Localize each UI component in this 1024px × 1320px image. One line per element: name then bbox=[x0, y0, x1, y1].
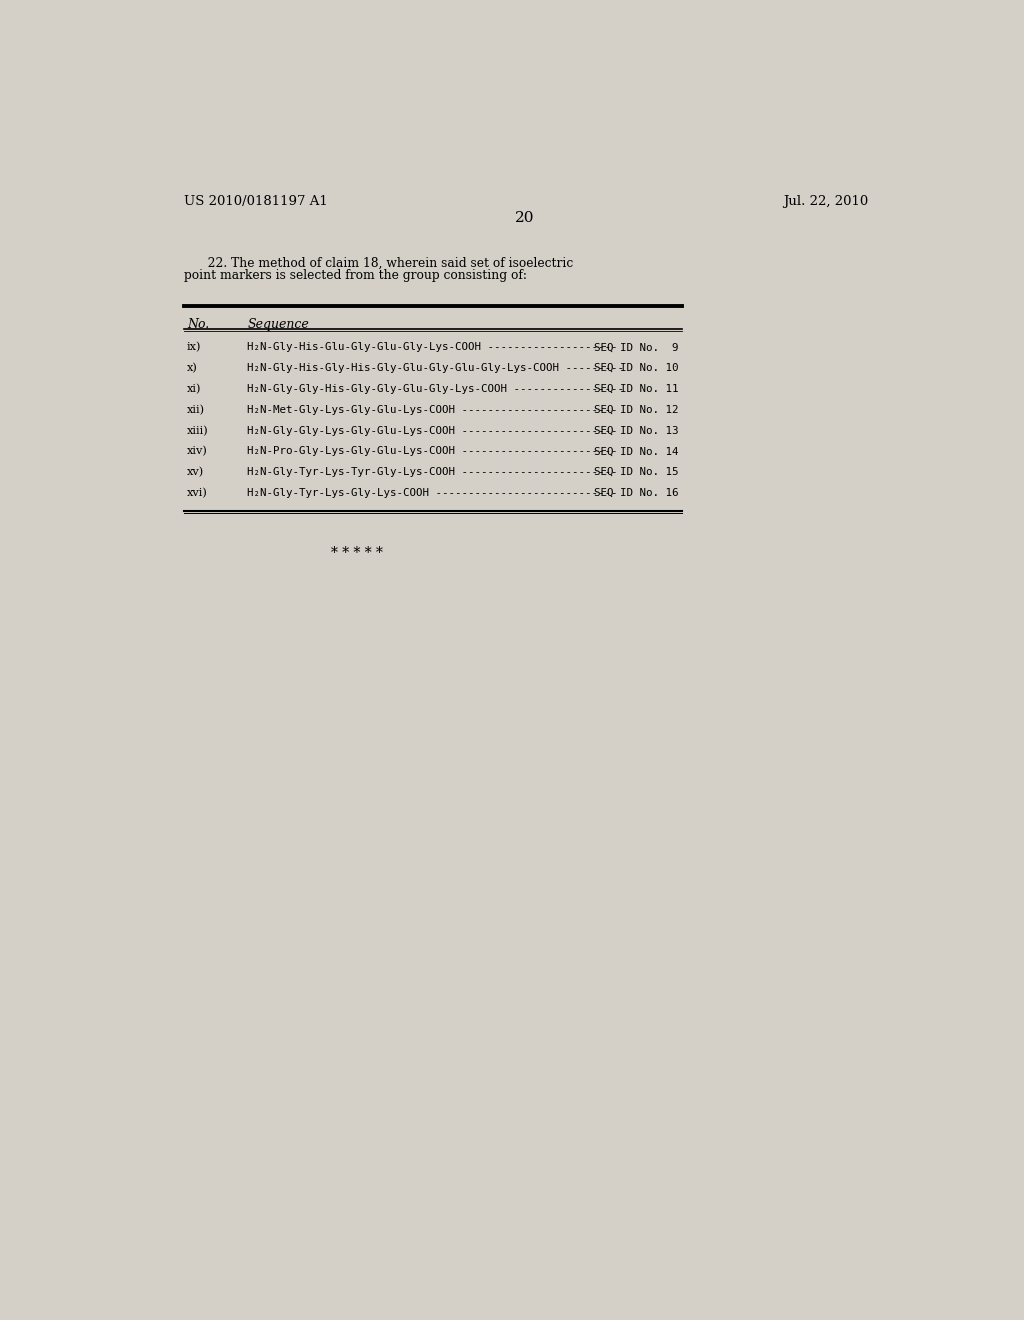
Text: H₂N-Pro-Gly-Lys-Gly-Glu-Lys-COOH ------------------------: H₂N-Pro-Gly-Lys-Gly-Glu-Lys-COOH -------… bbox=[248, 446, 625, 457]
Text: SEQ ID No. 10: SEQ ID No. 10 bbox=[594, 363, 678, 374]
Text: * * * * *: * * * * * bbox=[331, 545, 383, 560]
Text: H₂N-Gly-His-Glu-Gly-Glu-Gly-Lys-COOH --------------------: H₂N-Gly-His-Glu-Gly-Glu-Gly-Lys-COOH ---… bbox=[248, 342, 625, 352]
Text: xv): xv) bbox=[187, 467, 204, 478]
Text: SEQ ID No.  9: SEQ ID No. 9 bbox=[594, 342, 678, 352]
Text: H₂N-Met-Gly-Lys-Gly-Glu-Lys-COOH ------------------------: H₂N-Met-Gly-Lys-Gly-Glu-Lys-COOH -------… bbox=[248, 405, 625, 414]
Text: H₂N-Gly-Gly-His-Gly-Gly-Glu-Gly-Lys-COOH -----------------: H₂N-Gly-Gly-His-Gly-Gly-Glu-Gly-Lys-COOH… bbox=[248, 384, 631, 393]
Text: xiv): xiv) bbox=[187, 446, 208, 457]
Text: 20: 20 bbox=[515, 211, 535, 224]
Text: ix): ix) bbox=[187, 342, 202, 352]
Text: SEQ ID No. 15: SEQ ID No. 15 bbox=[594, 467, 678, 477]
Text: H₂N-Gly-Gly-Lys-Gly-Glu-Lys-COOH ------------------------: H₂N-Gly-Gly-Lys-Gly-Glu-Lys-COOH -------… bbox=[248, 425, 625, 436]
Text: x): x) bbox=[187, 363, 198, 374]
Text: No.: No. bbox=[187, 318, 209, 331]
Text: xiii): xiii) bbox=[187, 425, 209, 436]
Text: SEQ ID No. 14: SEQ ID No. 14 bbox=[594, 446, 678, 457]
Text: ​22​. The method of claim ​18​, wherein said set of isoelectric: ​22​. The method of claim ​18​, wherein … bbox=[197, 257, 573, 271]
Text: SEQ ID No. 16: SEQ ID No. 16 bbox=[594, 488, 678, 498]
Text: SEQ ID No. 11: SEQ ID No. 11 bbox=[594, 384, 678, 393]
Text: point markers is selected from the group consisting of:: point markers is selected from the group… bbox=[183, 268, 526, 281]
Text: Sequence: Sequence bbox=[248, 318, 309, 331]
Text: xvi): xvi) bbox=[187, 488, 208, 498]
Text: xi): xi) bbox=[187, 384, 202, 395]
Text: SEQ ID No. 13: SEQ ID No. 13 bbox=[594, 425, 678, 436]
Text: H₂N-Gly-Tyr-Lys-Gly-Lys-COOH ----------------------------: H₂N-Gly-Tyr-Lys-Gly-Lys-COOH -----------… bbox=[248, 488, 625, 498]
Text: H₂N-Gly-Tyr-Lys-Tyr-Gly-Lys-COOH ------------------------: H₂N-Gly-Tyr-Lys-Tyr-Gly-Lys-COOH -------… bbox=[248, 467, 625, 477]
Text: xii): xii) bbox=[187, 405, 205, 414]
Text: Jul. 22, 2010: Jul. 22, 2010 bbox=[783, 195, 868, 209]
Text: H₂N-Gly-His-Gly-His-Gly-Glu-Gly-Glu-Gly-Lys-COOH ---------: H₂N-Gly-His-Gly-His-Gly-Glu-Gly-Glu-Gly-… bbox=[248, 363, 631, 374]
Text: SEQ ID No. 12: SEQ ID No. 12 bbox=[594, 405, 678, 414]
Text: US 2010/0181197 A1: US 2010/0181197 A1 bbox=[183, 195, 328, 209]
